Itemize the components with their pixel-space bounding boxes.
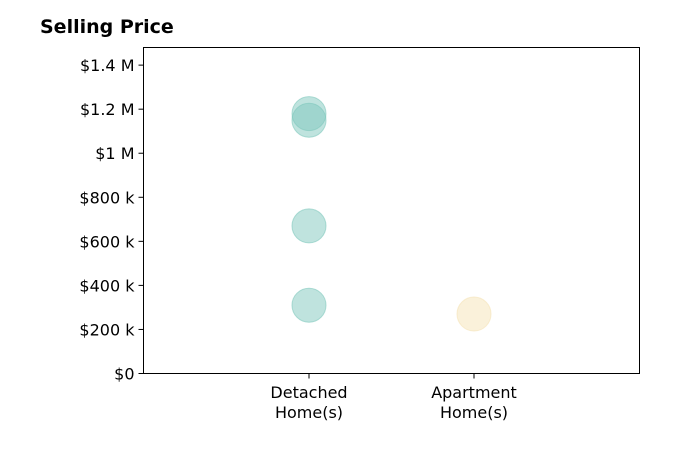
y-tick-label: $1.2 M [80, 100, 135, 119]
data-point [291, 102, 327, 138]
chart-title: Selling Price [40, 16, 174, 38]
data-point [456, 296, 492, 332]
y-tick-label: $200 k [79, 320, 135, 339]
x-tick-label: Home(s) [275, 403, 343, 422]
data-point [291, 208, 327, 244]
x-tick-label: Detached [270, 383, 347, 402]
data-point [291, 287, 327, 323]
x-tick-label: Apartment [431, 383, 517, 402]
y-tick-label: $600 k [79, 232, 135, 251]
plot-area-frame [143, 47, 640, 374]
y-tick-label: $0 [114, 365, 134, 384]
y-tick-label: $1 M [95, 144, 134, 163]
y-tick-label: $1.4 M [80, 56, 135, 75]
y-tick-label: $800 k [79, 188, 135, 207]
data-points [291, 96, 492, 332]
y-tick-label: $400 k [79, 276, 135, 295]
y-axis: $0 $200 k $400 k $600 k $800 k $1 M $1.2 M $1.4… [79, 56, 144, 384]
x-tick-label: Home(s) [440, 403, 508, 422]
